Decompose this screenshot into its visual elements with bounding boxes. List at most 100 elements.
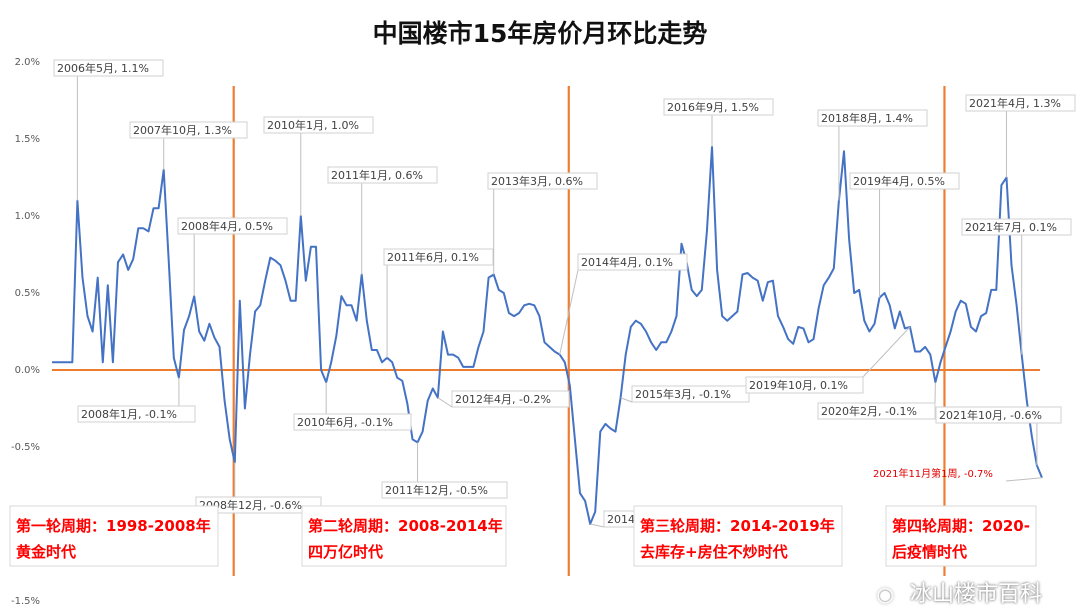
price-series-line [52,145,1043,525]
data-label: 2011年1月, 0.6% [331,168,423,182]
data-label: 2016年9月, 1.5% [667,100,759,114]
leader-line [590,523,605,528]
leader-line [559,269,579,355]
data-label-callout: 2019年4月, 0.5% [849,172,960,298]
watermark: 冰山楼市百科 [909,582,1042,607]
data-label-box [451,390,570,408]
data-label-box [53,59,164,77]
data-label: 2012年4月, -0.2% [455,392,551,406]
leader-line [862,326,911,378]
data-label-callout: 2021年11月第1周, -0.7% [873,467,1043,482]
leader-line [1005,477,1043,482]
data-label-box [383,248,494,266]
cycle-subtitle: 去库存+房住不炒时代 [640,543,788,561]
leader-line [620,397,633,403]
y-tick-label: 1.0% [15,211,40,222]
data-label-callout: 2018年8月, 1.4% [817,109,928,201]
data-label: 2008年12月, -0.6% [199,498,302,512]
data-label: 2008年4月, 0.5% [181,219,273,233]
data-label-callout: 2021年10月, -0.6% [935,406,1062,466]
cycle-title: 第一轮周期：1998-2008年 [16,517,211,535]
data-label: 2011年12月, -0.5% [385,483,488,497]
data-label-callout: 2007年10月, 1.3% [129,121,248,170]
data-label: 2019年4月, 0.5% [853,174,945,188]
data-label-box [745,376,864,394]
data-label-box [631,385,750,403]
data-label-callout: 2012年4月, -0.2% [437,390,570,408]
data-label: 2010年6月, -0.1% [297,415,393,429]
cycle-label-box [9,505,219,567]
data-label: 2020年2月, -0.1% [821,404,917,418]
data-label: 2021年7月, 0.1% [965,220,1057,234]
y-tick-label: 0.5% [15,288,40,299]
data-label-box [849,172,960,190]
cycle-title: 第四轮周期：2020- [892,517,1030,535]
data-label: 2015年3月, -0.1% [635,387,731,401]
data-label-box [487,172,598,190]
data-label-box [263,116,374,134]
data-label: 2021年10月, -0.6% [939,408,1042,422]
data-label: 2019年10月, 0.1% [749,378,848,392]
cycle-title: 第二轮周期：2008-2014年 [308,517,503,535]
cycle-label: 第四轮周期：2020- 后疫情时代 [885,505,1037,567]
y-tick-label: 0.0% [15,365,40,376]
data-label: 2014年4月, 0.1% [581,255,673,269]
cycle-subtitle: 四万亿时代 [308,543,383,561]
data-label-callout: 2011年12月, -0.5% [381,442,508,499]
y-tick-label: 1.5% [15,134,40,145]
data-label: 2007年10月, 1.3% [133,123,232,137]
data-label: 2008年1月, -0.1% [81,407,177,421]
data-label: 2021年4月, 1.3% [969,96,1061,110]
data-label-callout: 2008年4月, 0.5% [177,217,288,297]
leader-line [437,397,453,408]
y-tick-label: 2.0% [15,57,40,68]
data-label-box [577,253,688,271]
data-label-callout: 2010年1月, 1.0% [263,116,374,216]
data-label-callout: 2021年4月, 1.3% [965,94,1076,178]
chart-title: 中国楼市15年房价月环比走势 [373,19,708,48]
data-label: 2018年8月, 1.4% [821,111,913,125]
data-label-box [77,405,196,423]
data-label-box [817,109,928,127]
data-label: 2010年1月, 1.0% [267,118,359,132]
data-label-callout: 2008年1月, -0.1% [77,377,196,423]
data-label-box [129,121,248,139]
data-label-callout: 2016年9月, 1.5% [663,98,774,147]
data-label-box [965,94,1076,112]
data-label-callout: 2008年12月, -0.6% [195,462,322,514]
data-label-box [935,406,1062,424]
cycle-title: 第三轮周期：2014-2019年 [640,517,835,535]
data-label-callout: 2006年5月, 1.1% [53,59,164,201]
wechat-icon: ◉ [876,582,894,606]
y-tick-label: -1.5% [11,596,40,607]
cycle-label-box [885,505,1037,567]
data-label-callout: 2010年6月, -0.1% [293,382,412,431]
data-label-box [381,481,508,499]
data-label: 2021年11月第1周, -0.7% [873,467,993,480]
data-label: 2013年3月, 0.6% [491,174,583,188]
data-label-callout: 2019年10月, 0.1% [745,326,911,394]
data-label-box [177,217,288,235]
data-label-box [327,166,438,184]
data-label-callout: 2015年3月, -0.1% [620,385,750,403]
cycle-label-box [633,505,843,567]
data-label-callout: 2011年6月, 0.1% [383,248,494,358]
data-label: 2006年5月, 1.1% [57,61,149,75]
data-label-callout: 2013年3月, 0.6% [487,172,598,275]
data-label-box [817,402,936,420]
data-label: 2011年6月, 0.1% [387,250,479,264]
data-label-box [293,413,412,431]
data-label-callout: 2014年4月, 0.1% [559,253,688,355]
data-label-callout: 2020年2月, -0.1% [817,382,936,420]
data-label-box [195,496,322,514]
cycle-label-box [301,505,507,567]
data-label-box [663,98,774,116]
cycle-subtitle: 后疫情时代 [892,543,967,561]
cycle-subtitle: 黄金时代 [16,543,76,561]
data-label-callout: 2011年1月, 0.6% [327,166,438,275]
data-label-callout: 2021年7月, 0.1% [961,218,1072,355]
